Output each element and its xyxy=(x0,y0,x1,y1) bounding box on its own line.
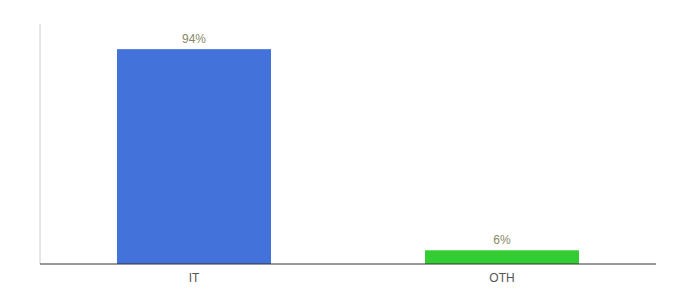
x-tick-label: IT xyxy=(189,271,200,285)
bar xyxy=(117,49,271,264)
bar xyxy=(425,250,579,264)
x-tick-label: OTH xyxy=(489,271,514,285)
y-axis-line xyxy=(40,24,41,264)
data-label: 6% xyxy=(493,233,511,247)
data-label: 94% xyxy=(182,32,206,46)
bars xyxy=(117,49,579,264)
x-axis-line xyxy=(40,264,656,265)
chart: 94% 6% IT OTH xyxy=(0,0,680,300)
chart-container: 94% 6% IT OTH xyxy=(0,0,680,300)
